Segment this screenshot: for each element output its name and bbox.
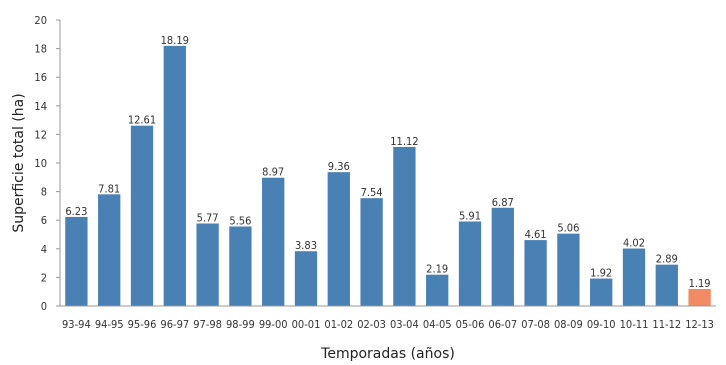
y-tick-label: 0	[41, 300, 47, 313]
bar-04-05	[426, 274, 449, 306]
x-tick-label-08-09: 08-09	[554, 318, 583, 331]
x-tick-label-96-97: 96-97	[160, 318, 189, 331]
bar-96-97	[163, 45, 186, 307]
bar-10-11	[622, 248, 646, 306]
x-tick-label-00-01: 00-01	[292, 318, 321, 331]
x-tick-label-02-03: 02-03	[357, 318, 386, 331]
y-tick-label: 20	[34, 14, 47, 27]
x-tick-label-04-05: 04-05	[423, 318, 452, 331]
data-label-05-06: 5.91	[459, 209, 481, 222]
data-label-99-00: 8.97	[262, 166, 284, 179]
y-axis-title: Superficie total (ha)	[11, 93, 27, 232]
bar-02-03	[360, 198, 383, 306]
x-tick-label-12-13: 12-13	[685, 318, 714, 331]
x-tick-label-11-12: 11-12	[652, 318, 681, 331]
data-label-93-94: 6.23	[65, 205, 87, 218]
x-tick-label-05-06: 05-06	[456, 318, 485, 331]
x-tick-label-03-04: 03-04	[390, 318, 419, 331]
x-tick-label-09-10: 09-10	[587, 318, 616, 331]
data-label-97-98: 5.77	[197, 211, 219, 224]
data-label-06-07: 6.87	[492, 196, 514, 209]
x-tick-label-06-07: 06-07	[488, 318, 517, 331]
y-tick-label: 12	[34, 128, 47, 141]
bar-94-95	[98, 194, 121, 306]
bars-group	[65, 45, 711, 307]
data-label-01-02: 9.36	[328, 160, 350, 173]
x-tick-label-10-11: 10-11	[620, 318, 649, 331]
bar-97-98	[196, 223, 219, 306]
x-axis-ticks: 93-94 94-95 95-96 96-97 97-98 98-99 99-00 00-01…	[62, 318, 714, 331]
x-tick-label-94-95: 94-95	[95, 318, 124, 331]
bar-05-06	[458, 221, 482, 306]
data-label-95-96: 12.61	[128, 114, 156, 127]
x-tick-label-95-96: 95-96	[128, 318, 157, 331]
x-tick-label-07-08: 07-08	[521, 318, 550, 331]
bar-11-12	[655, 264, 678, 306]
y-tick-label: 4	[41, 243, 47, 256]
x-axis-title: Temporadas (años)	[320, 346, 455, 362]
y-tick-label: 2	[41, 271, 47, 284]
data-label-00-01: 3.83	[295, 239, 317, 252]
bar-99-00	[262, 177, 285, 306]
bar-07-08	[524, 240, 547, 306]
x-tick-label-97-98: 97-98	[193, 318, 222, 331]
y-tick-label: 6	[41, 214, 47, 227]
bar-93-94	[65, 216, 88, 306]
x-tick-label-01-02: 01-02	[324, 318, 353, 331]
y-tick-label: 10	[34, 157, 47, 170]
bar-98-99	[229, 226, 252, 306]
data-label-03-04: 11.12	[390, 135, 418, 148]
y-axis-ticks: 0 2 4 6 8 10 12 14 16 18 20	[34, 14, 60, 313]
x-tick-label-99-00: 99-00	[259, 318, 288, 331]
y-tick-label: 8	[41, 186, 47, 199]
bar-01-02	[327, 172, 350, 306]
data-labels-group: 6.23 7.81 12.61 18.19 5.77 5.56 8.97 3.83 9.36 7.…	[65, 34, 710, 290]
data-label-07-08: 4.61	[525, 228, 547, 241]
y-tick-label: 18	[34, 43, 47, 56]
data-label-11-12: 2.89	[656, 253, 678, 266]
bar-06-07	[491, 207, 514, 306]
data-label-09-10: 1.92	[590, 267, 612, 280]
bar-00-01	[294, 251, 318, 306]
bar-12-13	[688, 288, 711, 306]
bar-03-04	[393, 146, 416, 306]
data-label-02-03: 7.54	[361, 186, 383, 199]
bar-09-10	[590, 278, 613, 306]
data-label-94-95: 7.81	[98, 182, 120, 195]
data-label-96-97: 18.19	[161, 34, 189, 47]
y-tick-label: 14	[34, 100, 47, 113]
x-tick-label-98-99: 98-99	[226, 318, 255, 331]
data-label-04-05: 2.19	[426, 263, 448, 276]
bar-95-96	[130, 125, 154, 306]
data-label-08-09: 5.06	[557, 222, 579, 235]
x-tick-label-93-94: 93-94	[62, 318, 91, 331]
data-label-98-99: 5.56	[229, 214, 251, 227]
y-tick-label: 16	[34, 71, 47, 84]
data-label-10-11: 4.02	[623, 237, 645, 250]
bar-08-09	[557, 233, 580, 306]
data-label-12-13: 1.19	[689, 277, 711, 290]
